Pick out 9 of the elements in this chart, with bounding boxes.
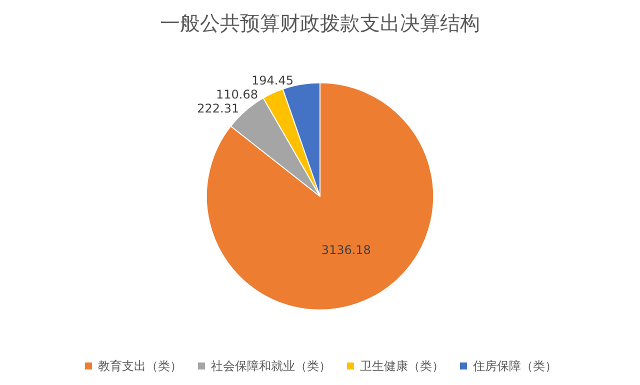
- legend-label: 社会保障和就业（类）: [211, 359, 331, 373]
- data-label: 222.31: [197, 101, 240, 116]
- data-label: 3136.18: [321, 243, 371, 258]
- legend-label: 住房保障（类）: [472, 359, 557, 373]
- data-label: 110.68: [216, 87, 258, 102]
- legend-label: 卫生健康（类）: [360, 359, 444, 373]
- chart-title: 一般公共预算财政拨款支出决算结构: [160, 11, 480, 35]
- legend-label: 教育支出（类）: [98, 359, 182, 373]
- data-label: 194.45: [251, 73, 294, 88]
